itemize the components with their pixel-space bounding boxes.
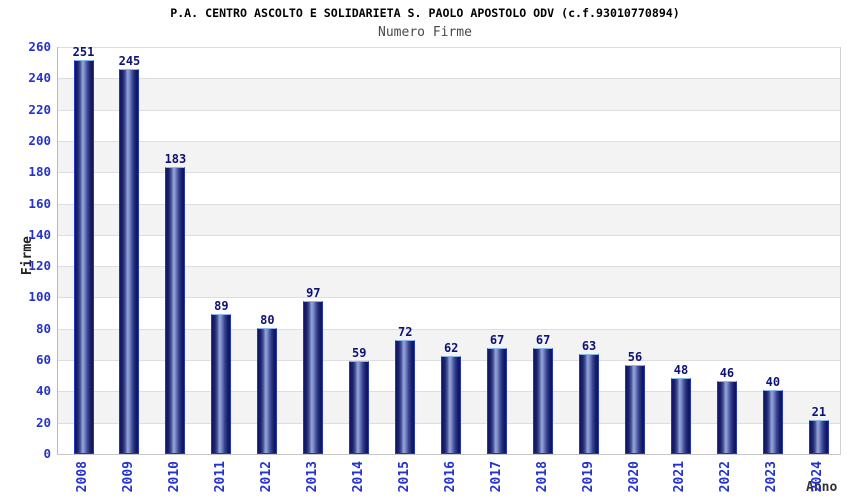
bar	[211, 313, 232, 454]
chart-subtitle: Numero Firme	[378, 25, 472, 40]
gridline	[58, 297, 840, 299]
plot-band	[58, 140, 840, 173]
bar-value-label: 72	[397, 325, 413, 340]
y-tick-label: 200	[28, 132, 51, 148]
x-tick-label: 2015	[396, 461, 412, 493]
bar	[165, 166, 186, 454]
x-tick-label: 2009	[120, 461, 136, 493]
bar	[441, 355, 462, 454]
bar	[257, 327, 278, 454]
x-tick-label: 2024	[810, 461, 826, 493]
y-tick-label: 180	[28, 164, 51, 180]
x-tick-label: 2019	[580, 461, 596, 493]
gridline	[58, 328, 840, 330]
gridline	[58, 266, 840, 268]
bar-value-label: 89	[214, 298, 229, 313]
plot-band	[58, 109, 840, 141]
bar	[303, 301, 324, 454]
plot-band	[58, 328, 840, 361]
bar-value-label: 59	[352, 345, 367, 360]
x-tick-label: 2012	[258, 461, 274, 493]
gridline	[58, 109, 840, 111]
bar	[119, 69, 140, 454]
x-tick-label: 2021	[672, 461, 688, 493]
bar	[579, 354, 600, 454]
y-tick-label: 60	[35, 352, 51, 368]
plot-band	[58, 266, 840, 298]
y-tick-label: 100	[28, 289, 51, 305]
bar	[762, 390, 783, 454]
bar-value-label: 46	[719, 366, 735, 380]
y-tick-label: 40	[35, 383, 51, 399]
y-tick-label: 220	[28, 101, 51, 117]
bar-value-label: 67	[489, 333, 505, 348]
bar-value-label: 48	[673, 362, 689, 377]
bar	[395, 340, 416, 454]
gridline	[58, 47, 840, 48]
bar-value-label: 62	[443, 340, 459, 355]
gridline	[58, 140, 840, 142]
plot-band	[58, 78, 840, 110]
bar-value-label: 80	[260, 312, 275, 327]
bar-value-label: 97	[306, 286, 321, 301]
gridline	[58, 172, 840, 174]
x-tick-label: 2023	[764, 461, 780, 493]
y-tick-label: 140	[28, 226, 51, 242]
bar-value-label: 21	[811, 405, 827, 420]
bar-value-label: 251	[72, 45, 95, 60]
chart-title: P.A. CENTRO ASCOLTO E SOLIDARIETA S. PAO…	[170, 6, 680, 20]
y-tick-label: 160	[28, 195, 51, 211]
x-tick-label: 2022	[718, 461, 734, 493]
y-tick-label: 260	[28, 39, 51, 54]
x-tick-label: 2011	[212, 461, 228, 493]
bar	[533, 348, 554, 454]
x-tick-label: 2008	[75, 461, 90, 493]
plot-band	[58, 297, 840, 329]
bar-value-label: 67	[535, 333, 551, 348]
x-axis-title: Anno	[806, 480, 838, 495]
bar-value-label: 56	[627, 350, 643, 365]
y-tick-label: 80	[35, 320, 51, 336]
y-tick-label: 240	[28, 70, 51, 86]
gridline	[58, 234, 840, 236]
bar-value-label: 63	[581, 339, 597, 354]
plot-band	[58, 47, 840, 79]
y-tick-label: 120	[28, 258, 51, 274]
plot-band	[58, 203, 840, 235]
bar	[625, 365, 646, 454]
y-tick-label: 20	[35, 414, 51, 430]
x-tick-label: 2020	[626, 461, 642, 493]
bar	[670, 377, 691, 454]
gridline	[58, 78, 840, 80]
bar	[808, 420, 829, 454]
plot-area: 251 245 183 89 80 97 59 72 62 67 67 63 56 48 46 40 21	[57, 45, 841, 455]
x-tick-label: 2016	[442, 461, 458, 493]
plot-band	[58, 172, 840, 204]
bar	[349, 360, 370, 454]
bar-value-label: 183	[164, 151, 187, 166]
x-tick-label: 2017	[488, 461, 504, 493]
bar	[716, 381, 737, 454]
bar	[73, 60, 94, 454]
bar-value-label: 40	[765, 375, 781, 390]
bar	[487, 348, 508, 454]
x-tick-label: 2010	[166, 461, 182, 493]
x-tick-label: 2014	[350, 461, 366, 493]
gridline	[58, 203, 840, 205]
bar-value-label: 245	[118, 54, 141, 69]
plot-band	[58, 234, 840, 267]
x-tick-label: 2018	[534, 461, 550, 493]
y-tick-label: 0	[43, 446, 51, 461]
x-tick-label: 2013	[304, 461, 320, 493]
